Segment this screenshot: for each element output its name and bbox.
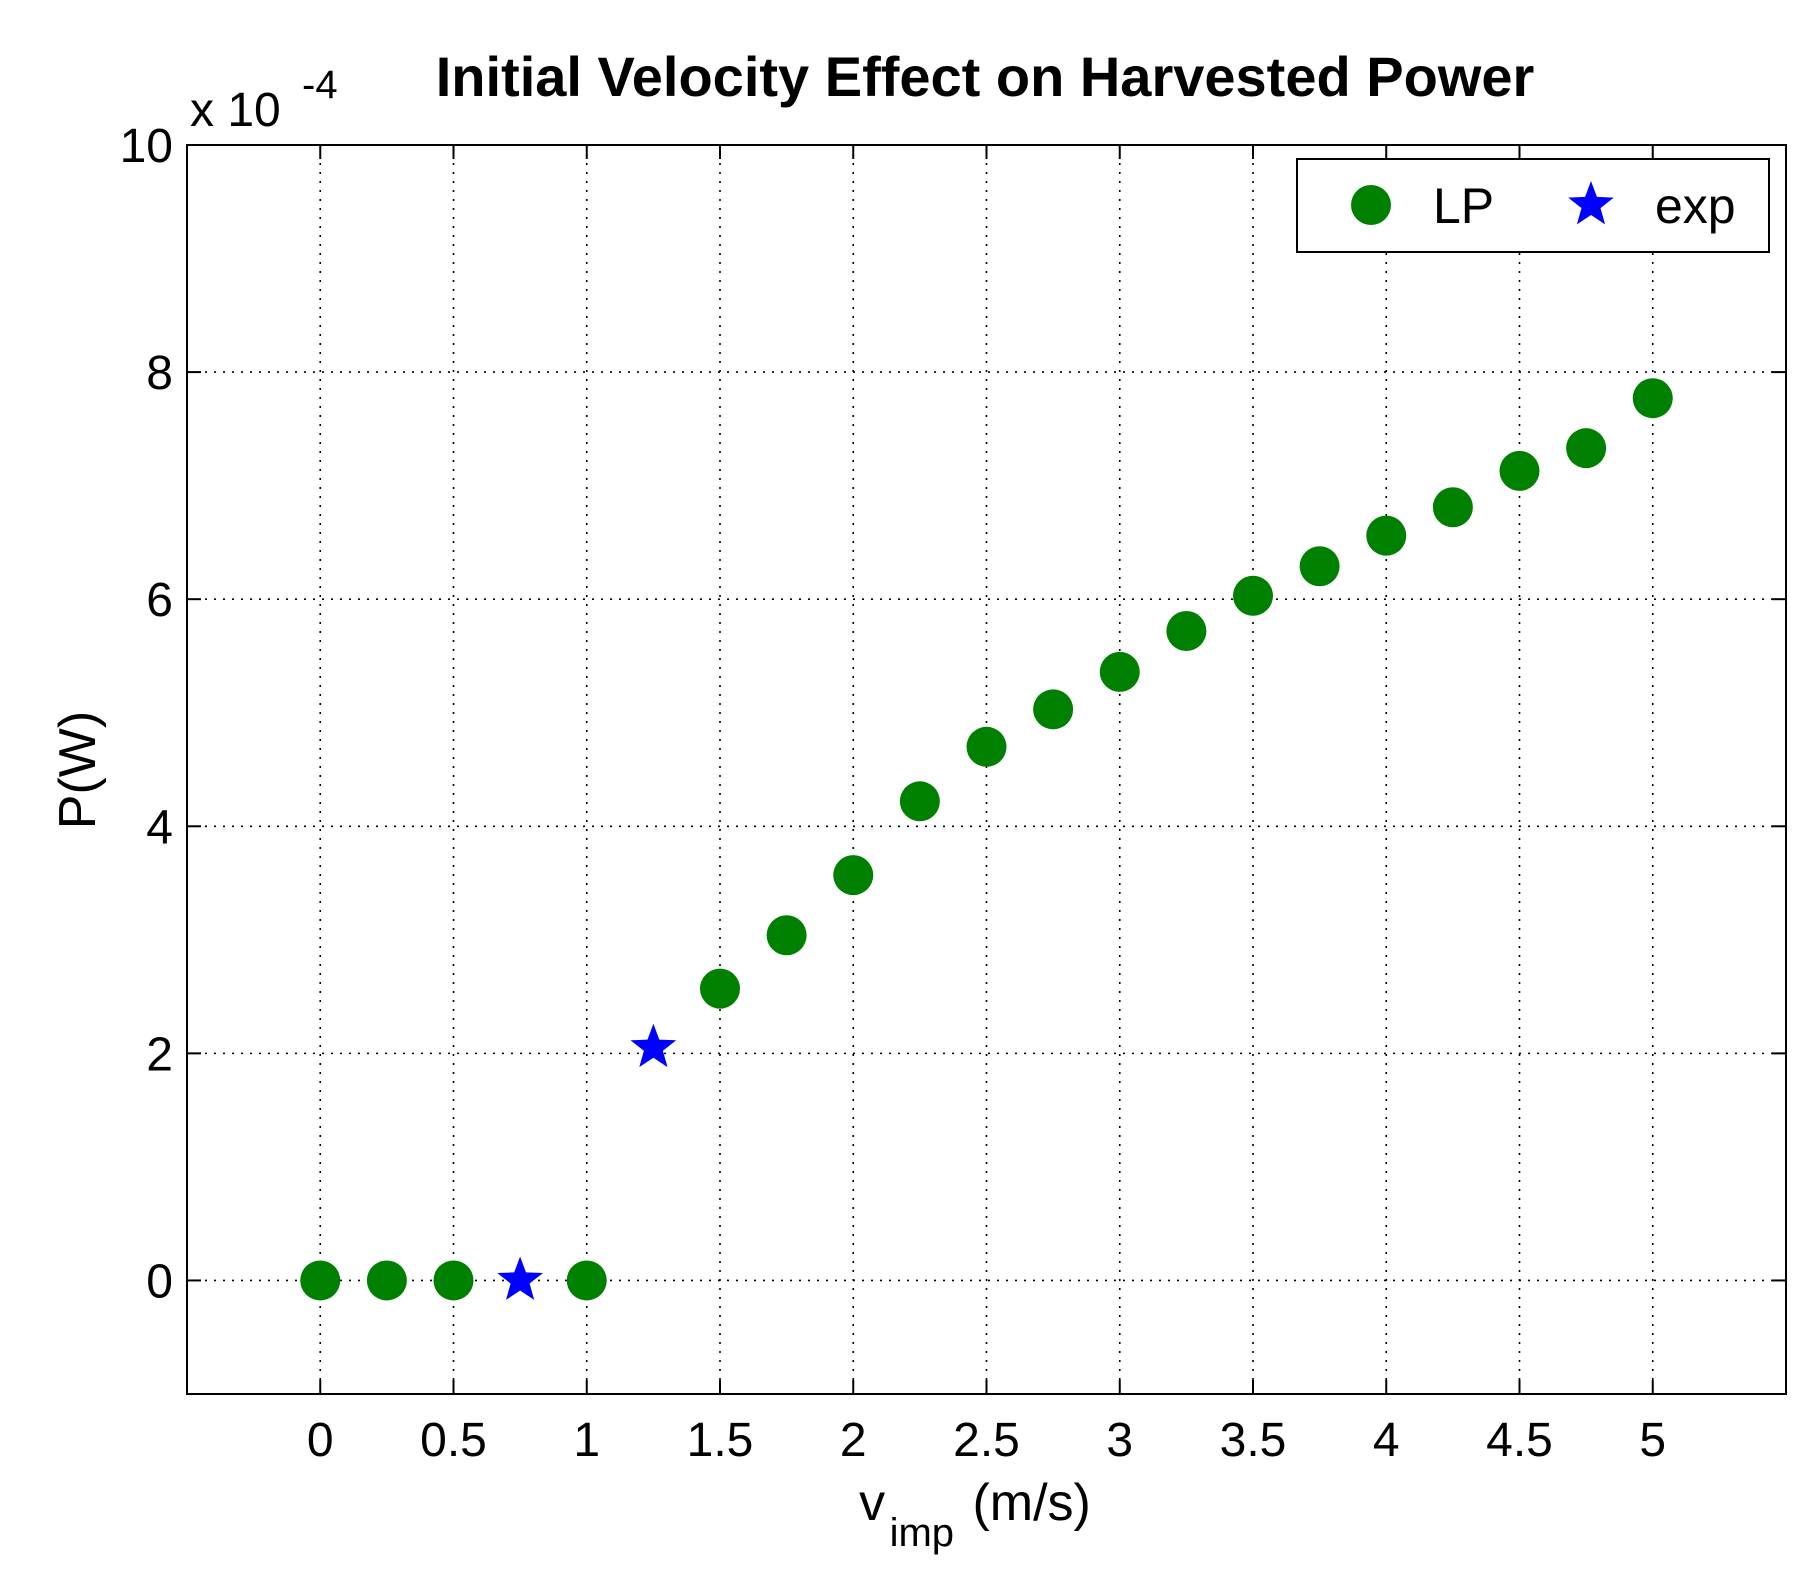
marker-layer — [300, 378, 1673, 1301]
exp-point — [497, 1256, 543, 1300]
chart-title: Initial Velocity Effect on Harvested Pow… — [436, 45, 1535, 108]
y-tick-label: 4 — [146, 801, 173, 854]
x-tick-label: 4.5 — [1486, 1414, 1553, 1467]
lp-point — [1566, 428, 1607, 469]
lp-point — [366, 1260, 407, 1301]
x-tick-label: 2 — [840, 1414, 867, 1467]
x-tick-label: 3.5 — [1220, 1414, 1287, 1467]
legend-label-lp: LP — [1433, 178, 1494, 234]
legend-marker-lp — [1351, 185, 1391, 225]
y-scale-exponent: -4 — [302, 63, 338, 107]
lp-point — [700, 968, 740, 1009]
lp-point — [899, 781, 940, 822]
lp-point — [1033, 689, 1074, 730]
legend-label-exp: exp — [1655, 178, 1736, 234]
lp-point — [1233, 575, 1273, 616]
x-tick-label: 3 — [1106, 1414, 1133, 1467]
lp-point — [1299, 546, 1340, 587]
x-tick-label: 4 — [1373, 1414, 1400, 1467]
x-axis-label-unit: (m/s) — [972, 1474, 1090, 1532]
lp-point — [766, 915, 807, 956]
x-axis-label-subscript: imp — [890, 1511, 954, 1555]
tick-label-layer: 0 0.5 1 1.5 2 2.5 3 3.5 4 4.5 5 0 2 4 6 8 10 — [120, 120, 1666, 1467]
lp-point — [833, 855, 874, 896]
lp-point — [1632, 378, 1673, 419]
x-tick-label: 1.5 — [687, 1414, 754, 1467]
y-scale-label: x 10 — [190, 84, 281, 137]
y-axis-label: P(W) — [49, 711, 107, 829]
legend-marker-exp — [1568, 181, 1614, 225]
tick-layer — [187, 144, 1786, 1394]
y-tick-label: 8 — [146, 347, 173, 400]
grid-layer — [187, 145, 1786, 1394]
lp-point — [1099, 651, 1140, 692]
x-axis-label-group: v imp (m/s) — [859, 1474, 1091, 1555]
y-tick-label: 6 — [146, 574, 173, 627]
lp-point — [300, 1260, 341, 1301]
x-tick-label: 1 — [573, 1414, 600, 1467]
y-tick-label: 10 — [120, 120, 173, 173]
x-tick-label: 0 — [307, 1414, 334, 1467]
exp-point — [630, 1023, 677, 1068]
lp-point — [1499, 450, 1540, 491]
x-tick-label: 2.5 — [953, 1414, 1020, 1467]
legend: LP exp — [1296, 158, 1770, 253]
lp-point — [566, 1260, 607, 1301]
y-tick-label: 2 — [146, 1028, 173, 1081]
lp-point — [1432, 487, 1473, 528]
x-tick-label: 5 — [1639, 1414, 1666, 1467]
lp-point — [966, 726, 1007, 767]
lp-point — [433, 1260, 474, 1301]
lp-point — [1166, 610, 1207, 651]
x-axis-label: v — [859, 1474, 885, 1532]
y-tick-label: 0 — [146, 1255, 173, 1308]
lp-point — [1366, 515, 1407, 556]
x-tick-label: 0.5 — [420, 1414, 487, 1467]
